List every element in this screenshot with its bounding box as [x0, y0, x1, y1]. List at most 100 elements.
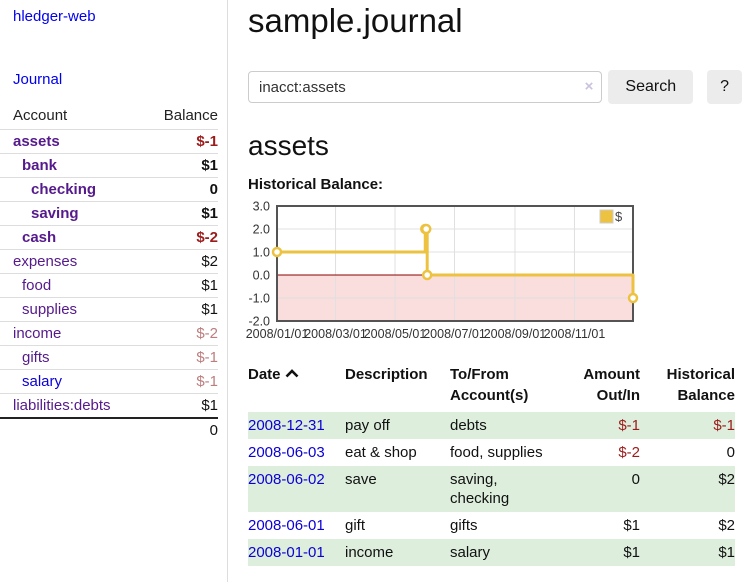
total-spacer	[0, 417, 147, 442]
register-cell-balance: 0	[726, 444, 735, 461]
data-point-marker	[627, 292, 639, 304]
y-axis-tick-label: 0.0	[253, 269, 270, 283]
search-button[interactable]: Search	[608, 70, 694, 104]
register-cell-description: save	[345, 471, 377, 488]
account-title: assets	[248, 130, 329, 161]
transaction-date-link[interactable]: 2008-12-31	[248, 417, 325, 434]
register-cell-accounts: debts	[450, 417, 487, 434]
sidebar-account-row: checking 0	[0, 177, 218, 202]
chart-container: 3.0 2.0 1.0 0.0 -1.0 -2.0 2008/01/01 2008/03/01…	[246, 200, 742, 342]
transaction-date-link[interactable]: 2008-06-03	[248, 444, 325, 461]
register-cell-amount: 0	[631, 471, 640, 488]
search-input[interactable]	[248, 71, 603, 103]
account-balance: 0	[146, 177, 218, 202]
transaction-date-link[interactable]: 2008-06-02	[248, 471, 325, 488]
transaction-date-link[interactable]: 2008-06-01	[248, 517, 325, 534]
account-balance: $-1	[146, 345, 218, 370]
help-button[interactable]: ?	[707, 70, 742, 104]
account-column-header: Account	[13, 107, 68, 124]
x-axis-tick-label: 2008/09/01	[484, 327, 547, 341]
register-cell-amount: $-1	[618, 417, 640, 434]
historical-balance-chart: 3.0 2.0 1.0 0.0 -1.0 -2.02008/01/012008/03/01…	[246, 200, 639, 341]
register-cell-description: income	[345, 544, 394, 561]
column-header-balance[interactable]: Historical Balance	[666, 366, 735, 404]
register-cell-accounts: saving, checking	[450, 471, 510, 507]
register-row: 2008-01-01 income salary $1 $1	[248, 539, 735, 566]
account-link-food[interactable]: food	[22, 277, 52, 294]
register-row: 2008-06-03 eat & shop food, supplies $-2 0	[248, 439, 735, 466]
date-header-label: Date	[248, 366, 281, 383]
sidebar-account-row: supplies $1	[0, 297, 218, 322]
register-cell-accounts: salary	[450, 544, 491, 561]
account-link-income[interactable]: income	[13, 325, 62, 342]
account-link-checking[interactable]: checking	[31, 181, 97, 198]
account-link-salary[interactable]: salary	[22, 373, 63, 390]
y-axis-tick-label: -2.0	[248, 315, 270, 329]
column-header-description[interactable]: Description	[345, 366, 428, 383]
register-cell-amount: $-2	[618, 444, 640, 461]
account-link-saving[interactable]: saving	[31, 205, 79, 222]
data-point-marker	[421, 269, 433, 281]
register-cell-date: 2008-12-31	[248, 412, 345, 439]
legend-swatch	[599, 209, 614, 224]
column-header-amount[interactable]: Amount Out/In	[583, 366, 640, 404]
account-balance: $2	[146, 249, 218, 274]
data-point-marker	[271, 246, 283, 258]
account-link-expenses[interactable]: expenses	[13, 253, 78, 270]
account-link-gifts[interactable]: gifts	[22, 349, 50, 366]
account-balance: $-1	[146, 129, 218, 154]
register-cell-accounts: gifts	[450, 517, 478, 534]
sidebar-account-row: salary $-1	[0, 369, 218, 394]
accounts-table-header: Account Balance	[0, 103, 218, 130]
account-link-supplies[interactable]: supplies	[22, 301, 78, 318]
clear-search-icon[interactable]: ×	[584, 78, 594, 95]
sidebar-account-row: assets $-1	[0, 129, 218, 154]
account-link-liabilities-debts[interactable]: liabilities:debts	[13, 397, 111, 414]
chart-label: Historical Balance:	[248, 176, 384, 193]
sidebar-account-row: bank $1	[0, 153, 218, 178]
account-balance: $1	[146, 201, 218, 226]
sidebar-account-row: expenses $2	[0, 249, 218, 274]
sidebar: hledger-web Journal Account Balance asse…	[0, 0, 228, 582]
x-axis-tick-label: 2008/11/01	[544, 327, 606, 341]
account-link-cash[interactable]: cash	[22, 229, 57, 246]
sidebar-account-row: gifts $-1	[0, 345, 218, 370]
account-balance: $-2	[146, 225, 218, 250]
register-header-row: Date Description To/From Account(s) Amou…	[248, 362, 735, 412]
register-cell-date: 2008-06-01	[248, 512, 345, 539]
register-cell-description: gift	[345, 517, 366, 534]
column-header-accounts[interactable]: To/From Account(s)	[450, 366, 529, 404]
sidebar-account-row: cash $-2	[0, 225, 218, 250]
account-balance: $-2	[146, 321, 218, 346]
column-header-date[interactable]: Date	[248, 362, 345, 412]
register-cell-date: 2008-06-03	[248, 439, 345, 466]
register-table: Date Description To/From Account(s) Amou…	[248, 362, 735, 566]
data-point-marker	[420, 223, 432, 235]
sidebar-item-journal[interactable]: Journal	[13, 71, 63, 88]
register-cell-balance: $2	[718, 517, 735, 534]
account-balance: $1	[146, 393, 218, 418]
register-cell-description: eat & shop	[345, 444, 417, 461]
y-axis-tick-label: 1.0	[253, 246, 270, 260]
sidebar-account-row: income $-2	[0, 321, 218, 346]
register-cell-balance: $2	[718, 471, 735, 488]
sidebar-account-row: liabilities:debts $1	[0, 393, 218, 418]
accounts-total-row: 0	[0, 417, 218, 442]
accounts-total-balance: 0	[146, 417, 218, 442]
sidebar-account-row: food $1	[0, 273, 218, 298]
balance-column-header: Balance	[163, 107, 218, 124]
app-title-link[interactable]: hledger-web	[13, 8, 96, 25]
account-balance: $1	[146, 297, 218, 322]
account-link-bank[interactable]: bank	[22, 157, 58, 174]
account-balance: $1	[146, 153, 218, 178]
legend-label: $	[615, 209, 623, 224]
account-balance: $1	[146, 273, 218, 298]
x-axis-tick-label: 2008/05/01	[364, 327, 427, 341]
register-cell-amount: $1	[623, 544, 640, 561]
register-cell-balance: $-1	[713, 417, 735, 434]
y-axis-tick-label: 3.0	[253, 200, 270, 214]
search-form: × Search ?	[248, 70, 742, 104]
search-box: ×	[248, 71, 603, 103]
transaction-date-link[interactable]: 2008-01-01	[248, 544, 325, 561]
account-link-assets[interactable]: assets	[13, 133, 60, 150]
